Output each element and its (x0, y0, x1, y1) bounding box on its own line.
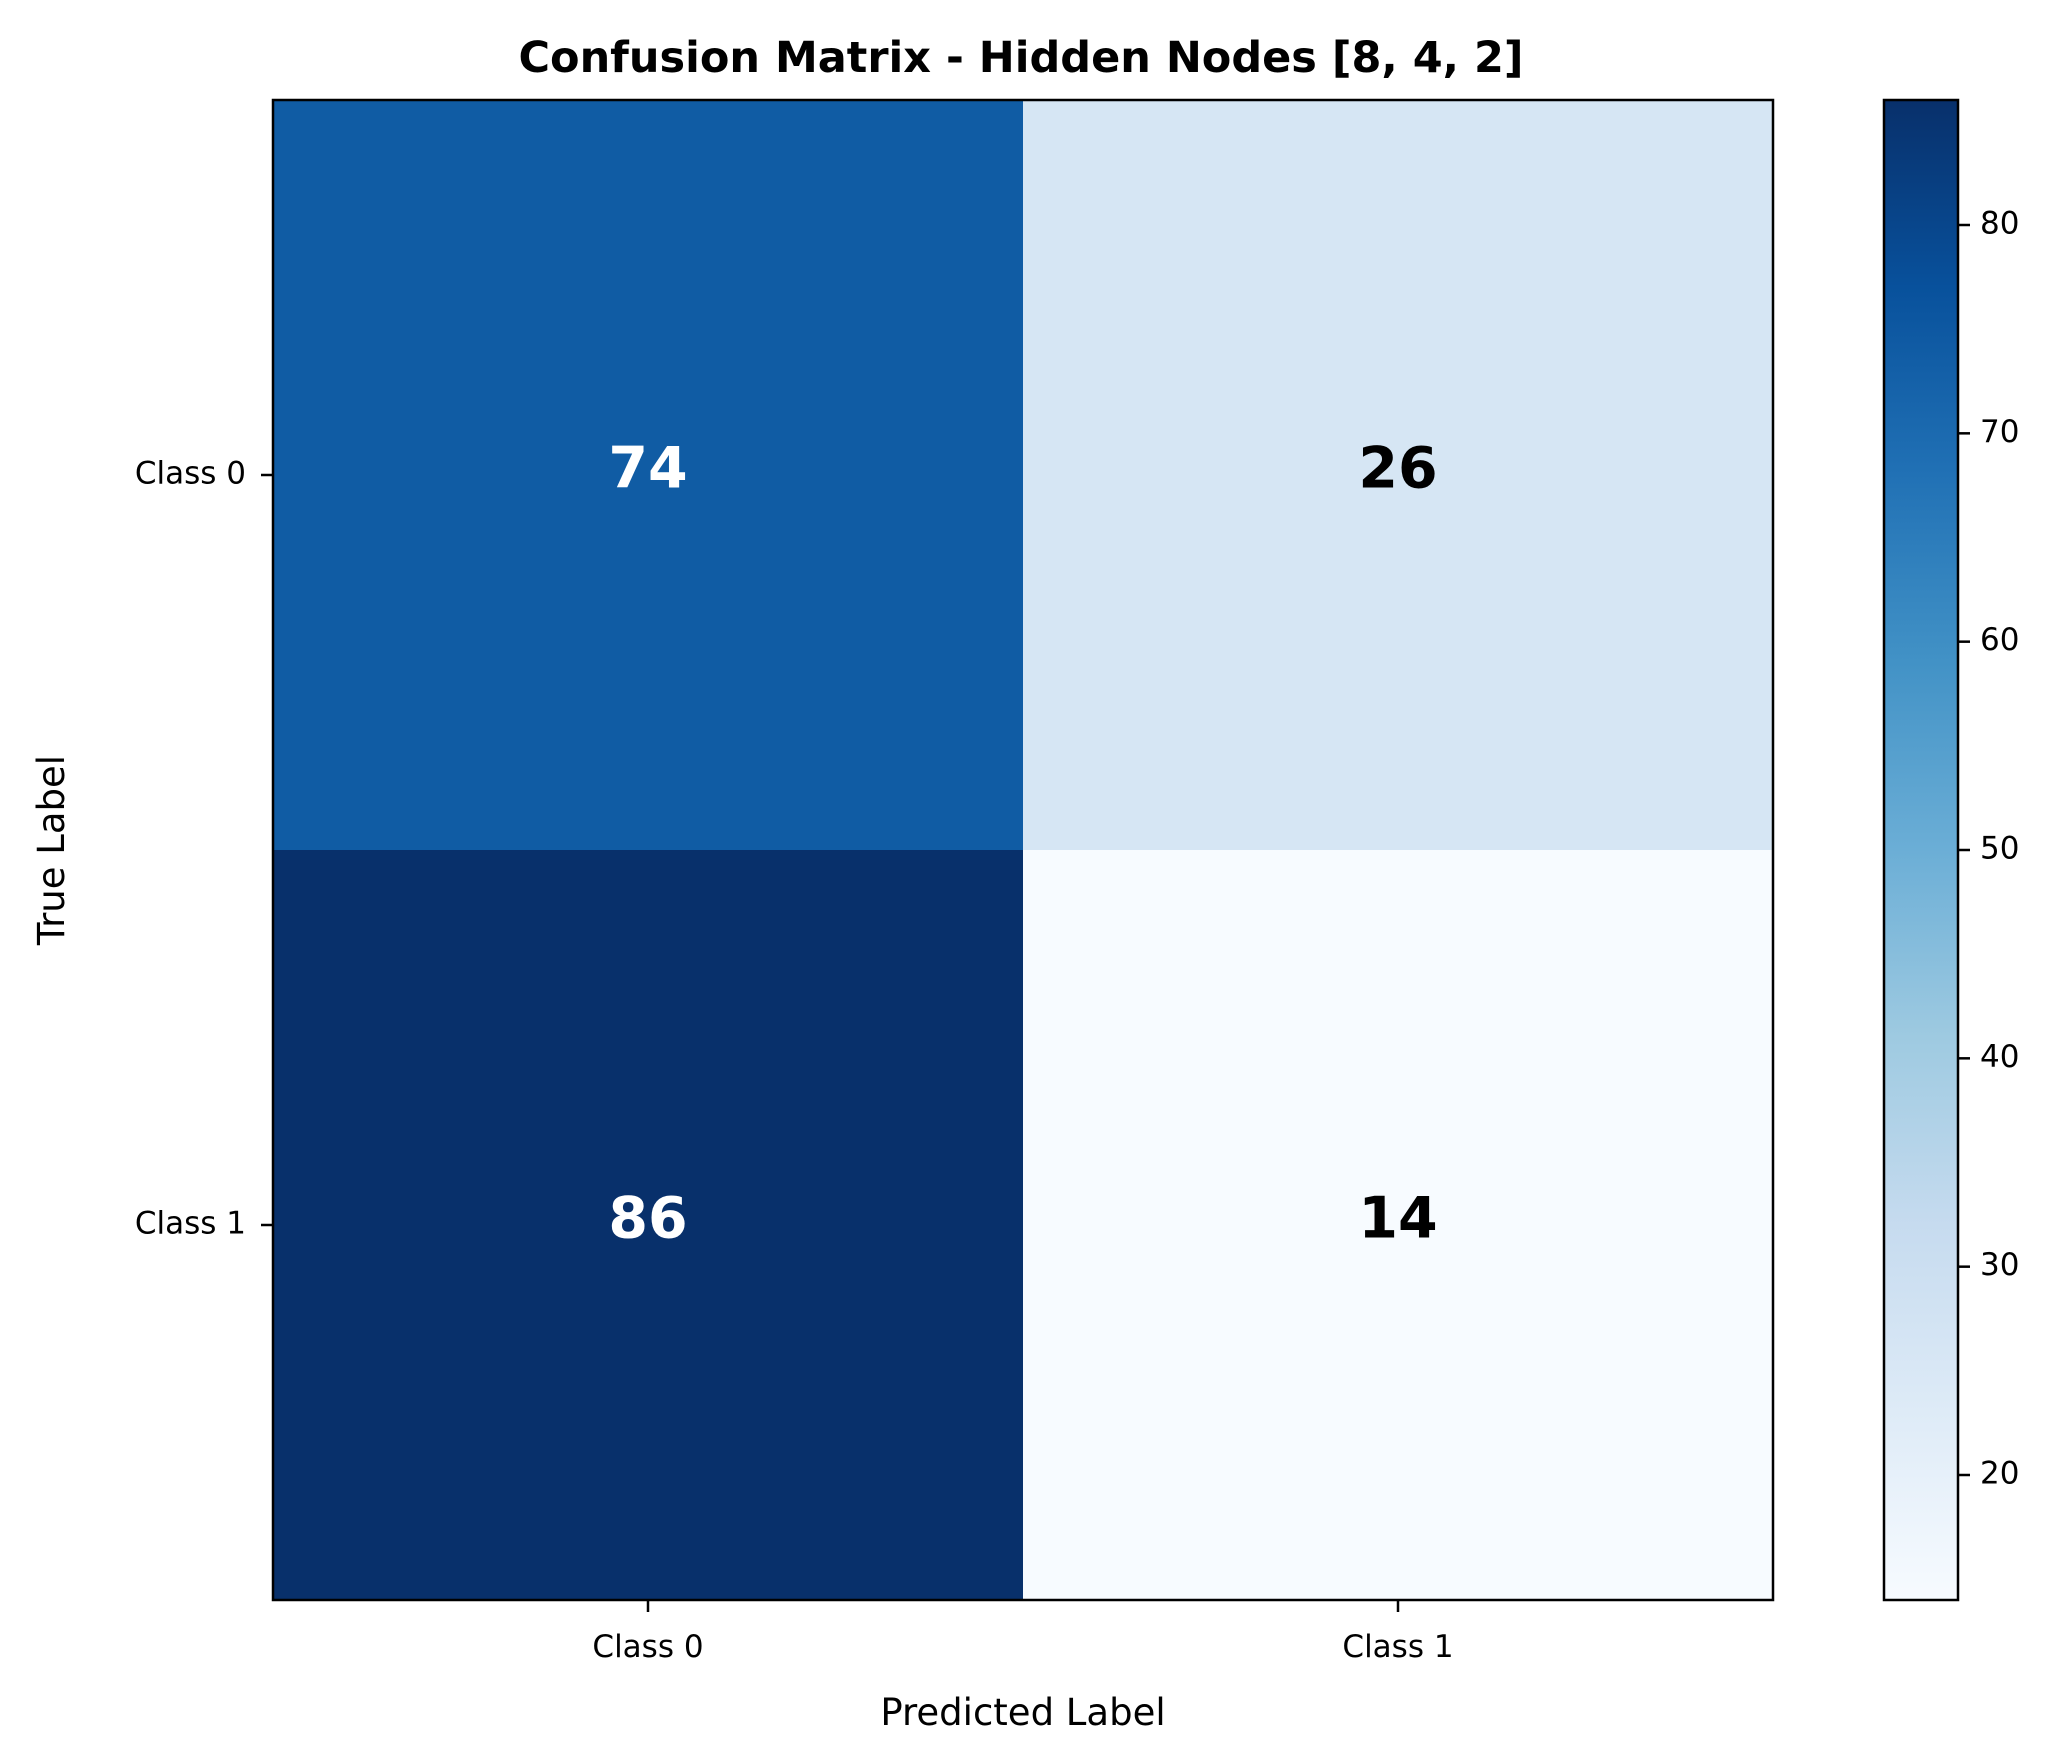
cell-r1-c1 (1023, 850, 1773, 1600)
y-axis-label: True Label (30, 755, 73, 946)
colorbar-tick-label: 70 (1980, 414, 2019, 450)
heatmap-cell-labels: 74 26 86 14 (608, 436, 1437, 1252)
cell-r0-c0 (273, 100, 1023, 850)
colorbar (1884, 100, 1958, 1600)
colorbar-tick-label: 40 (1980, 1039, 2019, 1075)
colorbar-tick-label: 60 (1980, 622, 2019, 658)
colorbar-tick-label: 20 (1980, 1456, 2019, 1492)
colorbar-tick-label: 80 (1980, 206, 2019, 242)
x-tick-label: Class 1 (1342, 1629, 1453, 1665)
cell-value-r0-c0: 74 (608, 436, 687, 502)
cell-value-r1-c0: 86 (608, 1186, 687, 1252)
cell-value-r1-c1: 14 (1358, 1186, 1437, 1252)
heatmap-cells (273, 100, 1773, 1600)
colorbar-ticks: 20 30 40 50 60 70 80 (1958, 206, 2019, 1492)
x-axis-label: Predicted Label (880, 1691, 1165, 1734)
cell-r0-c1 (1023, 100, 1773, 850)
y-axis-ticks: Class 0 Class 1 (135, 456, 273, 1242)
colorbar-tick-label: 30 (1980, 1247, 2019, 1283)
y-tick-label: Class 0 (135, 456, 246, 492)
x-axis-ticks: Class 0 Class 1 (592, 1600, 1454, 1665)
x-tick-label: Class 0 (592, 1629, 703, 1665)
plot-frame (271, 98, 1775, 1602)
y-tick-label: Class 1 (135, 1206, 246, 1242)
cell-value-r0-c1: 26 (1358, 436, 1437, 502)
cell-r1-c0 (273, 850, 1023, 1600)
colorbar-tick-label: 50 (1980, 831, 2019, 867)
chart-title: Confusion Matrix - Hidden Nodes [8, 4, 2… (518, 33, 1523, 83)
